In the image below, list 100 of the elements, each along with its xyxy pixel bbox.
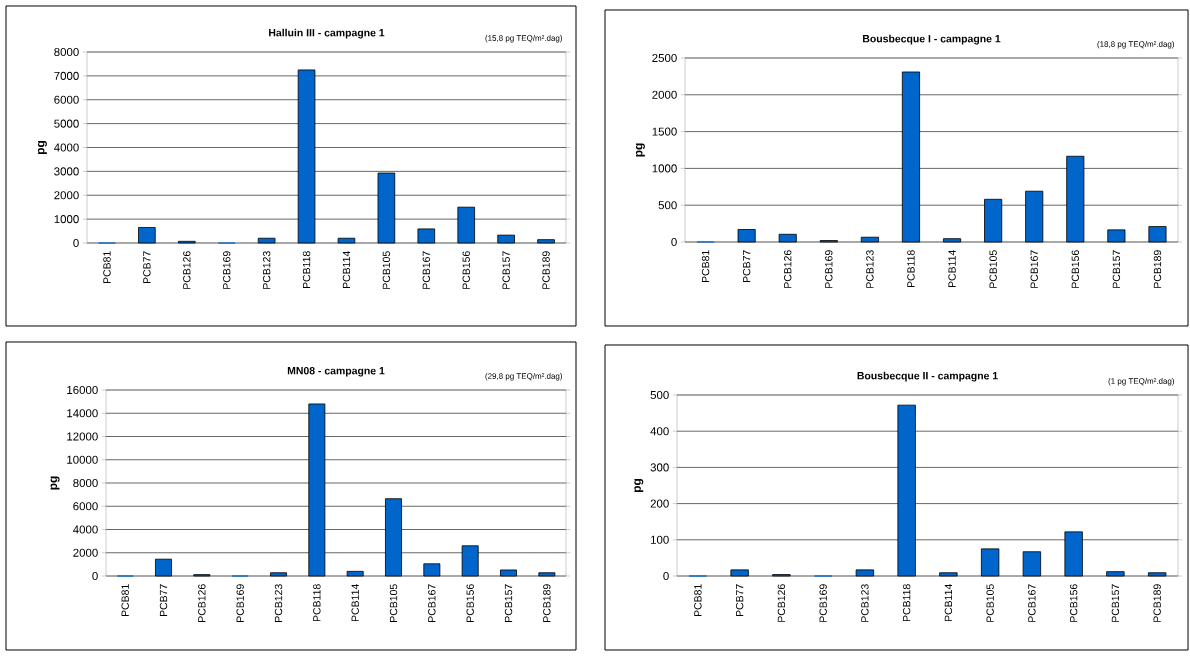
y-tick-label: 2000 bbox=[73, 548, 98, 557]
x-tick-label: PCB118 bbox=[302, 251, 311, 289]
y-tick-label: 1000 bbox=[652, 164, 677, 173]
y-tick-label: 8000 bbox=[73, 478, 98, 488]
y-tick-label: 10000 bbox=[67, 455, 98, 464]
x-tick-label: PCB105 bbox=[986, 584, 994, 622]
x-tick-label: PCB114 bbox=[342, 251, 351, 289]
x-tick-label: PCB77 bbox=[159, 584, 168, 617]
x-tick-label: PCB156 bbox=[1069, 584, 1078, 622]
y-tick-label: 400 bbox=[650, 427, 669, 436]
x-tick-label: PCB189 bbox=[1153, 250, 1162, 288]
x-tick-label: PCB77 bbox=[742, 250, 751, 283]
bar bbox=[423, 563, 441, 577]
bar bbox=[939, 572, 958, 577]
x-tick-label: PCB105 bbox=[389, 584, 398, 622]
bar bbox=[257, 237, 276, 244]
x-tick-label: PCB123 bbox=[866, 250, 874, 288]
x-tick-label: PCB189 bbox=[542, 251, 550, 289]
y-tick-label: 0 bbox=[671, 237, 677, 247]
x-tick-label: PCB126 bbox=[183, 251, 191, 289]
x-tick-label: PCB167 bbox=[422, 251, 431, 289]
bar bbox=[860, 236, 879, 243]
x-tick-label: PCB123 bbox=[861, 584, 869, 622]
bar bbox=[943, 238, 962, 243]
x-tick-label: PCB156 bbox=[1071, 250, 1080, 288]
bar bbox=[138, 227, 156, 244]
bar bbox=[980, 548, 1000, 577]
y-tick-label: 300 bbox=[650, 463, 669, 472]
x-tick-label: PCB167 bbox=[1030, 250, 1038, 288]
bar bbox=[500, 569, 517, 577]
bar bbox=[537, 239, 555, 244]
x-tick-label: PCB118 bbox=[313, 584, 321, 622]
bar bbox=[730, 569, 749, 577]
x-tick-label: PCB118 bbox=[907, 250, 915, 288]
x-tick-label: PCB156 bbox=[466, 584, 474, 622]
y-axis-title: pg bbox=[50, 476, 60, 490]
bar bbox=[737, 229, 756, 243]
y-tick-label: 6000 bbox=[73, 502, 98, 511]
y-tick-label: 2500 bbox=[652, 53, 677, 63]
y-tick-label: 12000 bbox=[67, 432, 98, 441]
x-tick-label: PCB126 bbox=[784, 250, 792, 288]
bar bbox=[1106, 571, 1125, 577]
x-tick-label: PCB169 bbox=[223, 251, 231, 289]
bar bbox=[1148, 226, 1167, 243]
x-tick-label: PCB81 bbox=[694, 584, 702, 617]
chart-title: Bousbecque I - campagne 1 bbox=[863, 34, 1001, 45]
x-tick-label: PCB81 bbox=[103, 251, 111, 284]
bar bbox=[538, 572, 556, 577]
x-tick-label: PCB189 bbox=[1153, 584, 1161, 622]
bar bbox=[1022, 551, 1042, 577]
bar bbox=[337, 237, 356, 244]
y-tick-label: 6000 bbox=[54, 95, 79, 104]
x-tick-label: PCB157 bbox=[502, 251, 510, 289]
y-axis-title: pg bbox=[37, 140, 47, 155]
bar bbox=[417, 228, 436, 244]
bar bbox=[270, 572, 287, 577]
y-tick-label: 100 bbox=[650, 535, 669, 544]
x-tick-label: PCB81 bbox=[121, 584, 129, 617]
bar bbox=[497, 234, 515, 244]
y-axis-title: pg bbox=[635, 143, 645, 157]
x-tick-label: PCB169 bbox=[825, 250, 833, 288]
y-tick-label: 8000 bbox=[54, 47, 79, 57]
y-tick-label: 1000 bbox=[54, 215, 79, 224]
x-tick-label: PCB105 bbox=[989, 250, 997, 288]
y-tick-label: 4000 bbox=[73, 525, 98, 534]
chart-title: Bousbecque II - campagne 1 bbox=[857, 371, 998, 382]
y-tick-label: 2000 bbox=[652, 90, 677, 99]
y-tick-label: 4000 bbox=[54, 143, 79, 152]
y-tick-label: 0 bbox=[92, 571, 98, 581]
y-tick-label: 5000 bbox=[54, 119, 79, 128]
x-tick-label: PCB81 bbox=[701, 250, 710, 283]
x-tick-label: PCB77 bbox=[735, 584, 744, 617]
x-tick-label: PCB114 bbox=[351, 584, 359, 622]
x-tick-label: PCB114 bbox=[944, 584, 953, 622]
x-tick-label: PCB118 bbox=[902, 584, 911, 622]
x-tick-label: PCB77 bbox=[143, 251, 151, 284]
y-tick-label: 7000 bbox=[54, 71, 79, 80]
x-tick-label: PCB169 bbox=[819, 584, 827, 622]
bar bbox=[855, 569, 875, 577]
x-tick-label: PCB126 bbox=[198, 584, 206, 622]
x-tick-label: PCB157 bbox=[1112, 250, 1121, 288]
x-tick-label: PCB189 bbox=[543, 584, 551, 622]
x-tick-label: PCB167 bbox=[1028, 584, 1036, 622]
x-tick-label: PCB105 bbox=[382, 251, 391, 289]
y-tick-label: 1500 bbox=[652, 127, 677, 136]
y-tick-label: 500 bbox=[658, 201, 677, 210]
x-tick-label: PCB169 bbox=[236, 584, 244, 622]
y-tick-label: 200 bbox=[650, 499, 669, 508]
x-tick-label: PCB123 bbox=[262, 251, 271, 289]
x-tick-label: PCB167 bbox=[428, 584, 436, 622]
y-tick-label: 0 bbox=[73, 238, 79, 248]
chart-title: MN08 - campagne 1 bbox=[287, 366, 385, 377]
y-tick-label: 14000 bbox=[67, 409, 98, 418]
x-tick-label: PCB156 bbox=[462, 251, 470, 289]
bar bbox=[346, 570, 364, 577]
x-tick-label: PCB114 bbox=[948, 250, 956, 288]
y-tick-label: 0 bbox=[663, 571, 669, 581]
y-tick-label: 500 bbox=[650, 390, 669, 400]
y-axis-title: pg bbox=[634, 479, 644, 493]
bar bbox=[778, 233, 797, 243]
